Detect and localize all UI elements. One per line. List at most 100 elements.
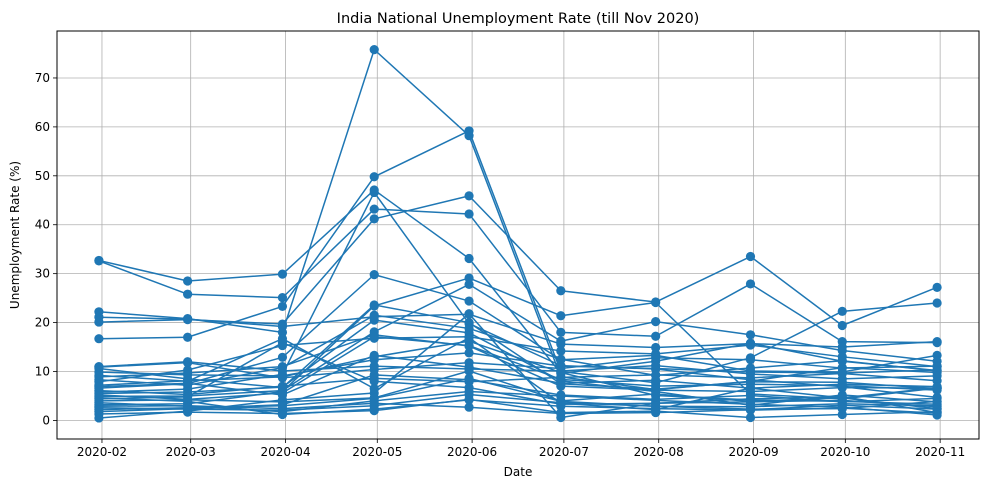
- data-point: [932, 382, 942, 392]
- data-point: [745, 355, 756, 365]
- data-point: [651, 375, 661, 385]
- data-point: [369, 310, 379, 320]
- x-tick-label: 2020-10: [820, 445, 870, 459]
- data-point: [464, 191, 474, 201]
- data-point: [277, 321, 288, 332]
- data-point: [277, 390, 288, 400]
- data-point: [369, 44, 379, 55]
- data-point: [94, 390, 104, 400]
- series-line: [98, 189, 938, 375]
- data-point: [94, 256, 104, 266]
- data-point: [464, 373, 474, 383]
- data-point: [837, 306, 847, 316]
- y-axis-ticks: 0 10 20 30 40 50 60 70: [35, 71, 57, 427]
- data-point: [556, 346, 566, 356]
- data-point: [94, 370, 104, 380]
- x-tick-label: 2020-05: [352, 445, 402, 459]
- data-point: [556, 378, 566, 388]
- data-point: [651, 401, 661, 411]
- data-point: [277, 381, 288, 391]
- data-point: [464, 395, 474, 405]
- data-point: [277, 366, 288, 376]
- grid-lines: [57, 31, 979, 439]
- data-point: [277, 269, 288, 279]
- x-tick-label: 2020-07: [539, 445, 589, 459]
- plot-frame: [56, 30, 980, 440]
- data-point: [556, 336, 566, 346]
- data-point: [556, 354, 566, 364]
- data-point: [183, 332, 193, 342]
- x-tick-label: 2020-04: [260, 445, 310, 459]
- data-point: [464, 402, 474, 412]
- data-point: [651, 331, 661, 341]
- data-point: [94, 405, 104, 415]
- data-point: [745, 340, 756, 350]
- y-tick-label: 0: [42, 413, 50, 427]
- data-point: [183, 394, 193, 404]
- chart-title: India National Unemployment Rate (till N…: [337, 11, 700, 27]
- data-point: [369, 393, 379, 403]
- data-point: [745, 404, 756, 414]
- series-line: [98, 360, 938, 380]
- x-tick-label: 2020-06: [447, 445, 497, 459]
- data-point: [651, 342, 661, 353]
- series-line: [98, 336, 938, 401]
- series-line: [98, 398, 938, 419]
- data-point: [183, 378, 193, 388]
- data-point: [464, 348, 474, 358]
- data-point: [183, 365, 193, 375]
- x-tick-label: 2020-02: [77, 445, 127, 459]
- data-point: [837, 393, 847, 403]
- series-27: [94, 310, 942, 390]
- series-line: [98, 314, 938, 386]
- data-point: [745, 390, 756, 401]
- data-point: [745, 251, 756, 262]
- data-point: [277, 352, 288, 362]
- series-line: [98, 313, 938, 349]
- series-line: [98, 48, 938, 391]
- data-point: [932, 282, 942, 292]
- series-line: [98, 130, 938, 384]
- data-point: [183, 314, 193, 324]
- series-line: [98, 283, 938, 398]
- data-point: [837, 320, 847, 331]
- data-point: [464, 364, 474, 374]
- data-point: [369, 270, 379, 280]
- data-point: [837, 374, 847, 384]
- data-point: [369, 404, 379, 414]
- data-point: [183, 357, 193, 367]
- data-point: [369, 187, 379, 198]
- series-line: [98, 354, 938, 396]
- series-line: [98, 377, 938, 411]
- data-point: [94, 362, 104, 372]
- data-point: [183, 403, 193, 413]
- data-point: [651, 316, 661, 327]
- data-point: [556, 311, 566, 321]
- data-point: [369, 384, 379, 394]
- series-32: [94, 373, 942, 415]
- series-group: [94, 44, 942, 423]
- data-point: [556, 327, 566, 337]
- series-line: [98, 352, 938, 377]
- y-tick-label: 10: [35, 364, 50, 378]
- data-point: [932, 396, 942, 406]
- data-point: [277, 401, 288, 411]
- data-point: [94, 413, 104, 423]
- y-tick-label: 40: [35, 218, 50, 232]
- data-point: [464, 126, 474, 136]
- series-line: [98, 208, 938, 344]
- data-point: [556, 408, 566, 419]
- data-point: [932, 410, 942, 420]
- data-point: [94, 398, 104, 408]
- x-tick-label: 2020-03: [166, 445, 216, 459]
- data-point: [369, 172, 379, 182]
- data-point: [183, 276, 193, 286]
- data-point: [277, 301, 288, 312]
- data-point: [556, 366, 566, 376]
- data-point: [369, 204, 379, 214]
- series-line: [98, 341, 938, 408]
- x-tick-label: 2020-08: [634, 445, 684, 459]
- data-point: [837, 345, 847, 356]
- data-point: [651, 349, 661, 359]
